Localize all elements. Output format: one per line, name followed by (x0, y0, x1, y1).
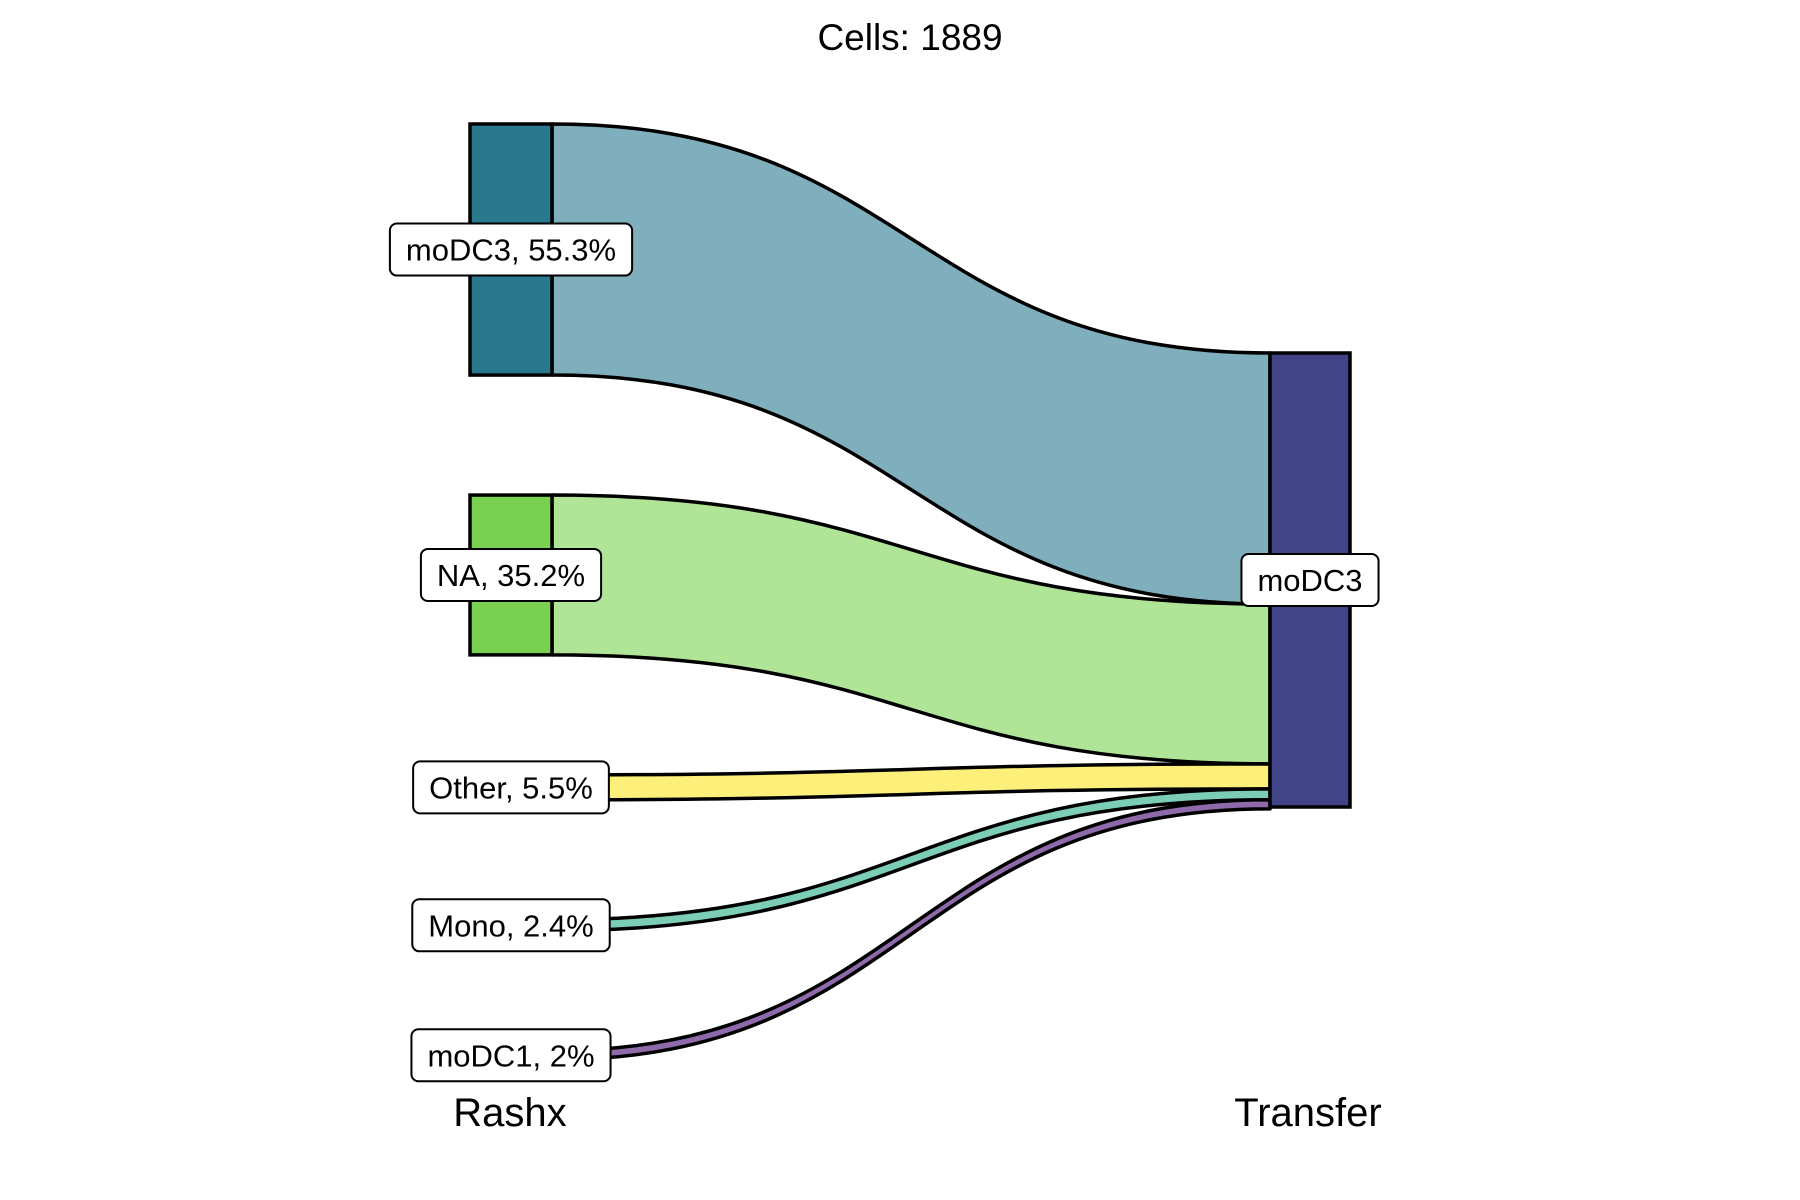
label-source-mono: Mono, 2.4% (411, 898, 611, 953)
label-target-modc3-text: moDC3 (1257, 563, 1362, 598)
label-source-na: NA, 35.2% (419, 547, 603, 602)
axis-label-transfer: Transfer (1234, 1091, 1381, 1135)
flow-modc1-to-modc3 (550, 797, 1272, 1062)
chart-title: Cells: 1889 (817, 17, 1002, 58)
label-target-modc3-box (1240, 553, 1380, 607)
label-source-modc3-text: moDC3, 55.3% (406, 233, 616, 268)
label-source-na-box (419, 547, 603, 602)
label-source-other-box (412, 760, 610, 815)
label-source-modc3-box (388, 222, 634, 277)
label-source-na-text: NA, 35.2% (437, 558, 585, 593)
label-source-modc1: moDC1, 2% (410, 1028, 612, 1083)
labels-group: moDC3, 55.3% NA, 35.2% Other, 5.5% Mono, 2.… (388, 222, 1380, 1083)
label-source-mono-box (411, 898, 611, 953)
flows-group (550, 122, 1272, 1062)
axis-label-rashx: Rashx (453, 1091, 566, 1135)
label-source-other-text: Other, 5.5% (429, 770, 593, 805)
label-source-modc1-box (410, 1028, 612, 1083)
label-target-modc3: moDC3 (1240, 553, 1380, 607)
label-source-mono-text: Mono, 2.4% (428, 908, 593, 943)
label-source-modc3: moDC3, 55.3% (388, 222, 634, 277)
label-source-other: Other, 5.5% (412, 760, 610, 815)
label-source-modc1-text: moDC1, 2% (427, 1038, 594, 1073)
